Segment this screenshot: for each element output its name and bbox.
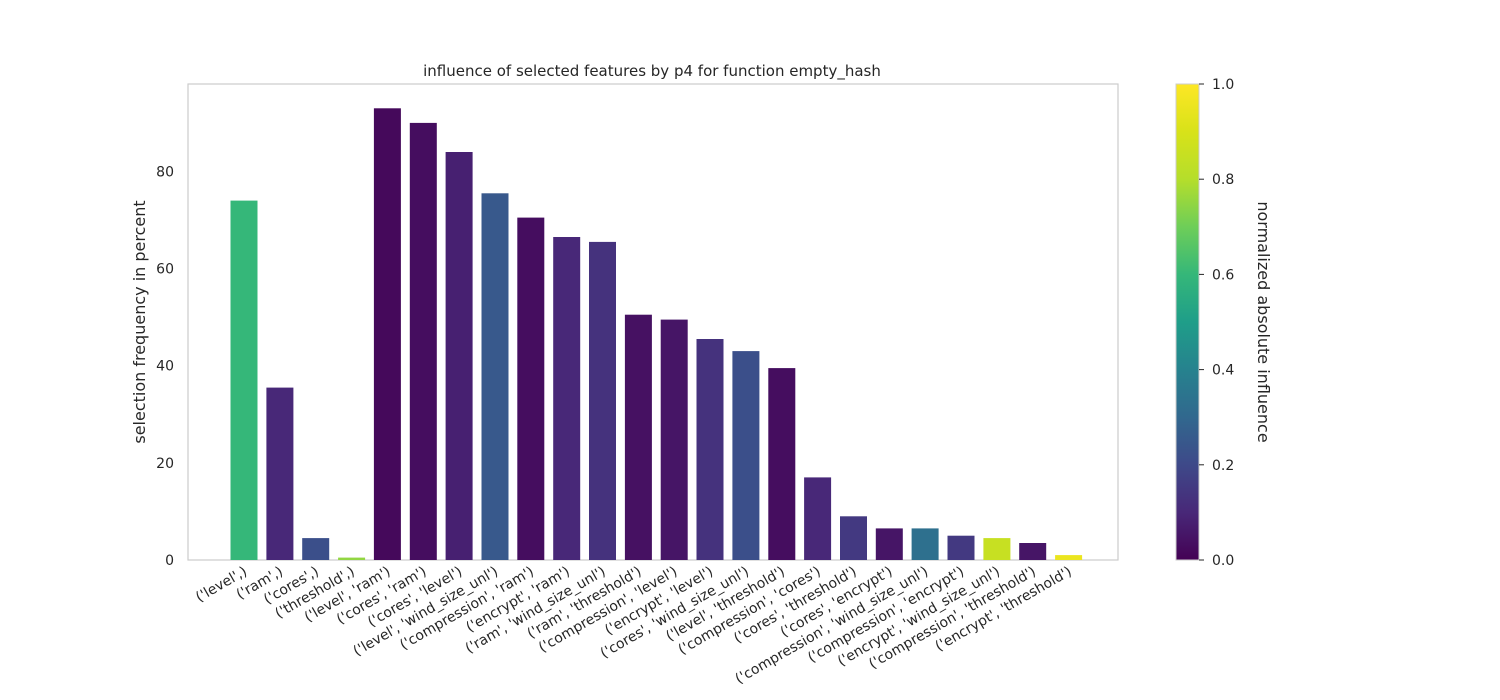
bar bbox=[804, 477, 832, 560]
colorbar-tick-label: 0.4 bbox=[1212, 363, 1234, 379]
bar bbox=[1019, 543, 1047, 560]
bar bbox=[338, 557, 366, 560]
bar bbox=[696, 339, 724, 560]
bar bbox=[660, 319, 688, 560]
bar bbox=[553, 237, 581, 560]
plot-area-frame bbox=[187, 83, 1119, 561]
colorbar-tick-label: 1.0 bbox=[1212, 77, 1234, 93]
bar bbox=[1055, 555, 1083, 560]
y-tick-label: 40 bbox=[156, 359, 174, 375]
bars-group bbox=[230, 108, 1083, 561]
bar bbox=[732, 351, 760, 560]
colorbar-tick-label: 0.6 bbox=[1212, 267, 1234, 283]
colorbar-tick-label: 0.0 bbox=[1212, 553, 1234, 569]
bar bbox=[840, 516, 867, 560]
bar bbox=[373, 108, 401, 561]
y-ticks-group: 0 20 40 60 80 bbox=[156, 164, 174, 569]
y-tick-label: 60 bbox=[156, 262, 174, 278]
bar bbox=[517, 217, 545, 560]
bar bbox=[875, 528, 903, 560]
bar bbox=[302, 538, 330, 560]
bar bbox=[409, 122, 437, 561]
x-ticks-group: ('level',)('ram',)('cores',)('threshold'… bbox=[193, 564, 1074, 688]
colorbar-tick-label: 0.8 bbox=[1212, 172, 1234, 188]
y-tick-label: 80 bbox=[156, 164, 174, 180]
colorbar-label: normalized absolute influence bbox=[1254, 201, 1273, 442]
bar bbox=[983, 538, 1011, 560]
bar bbox=[768, 368, 796, 560]
bar bbox=[266, 387, 294, 560]
bar bbox=[589, 241, 616, 560]
chart-title: influence of selected features by p4 for… bbox=[423, 62, 881, 81]
bar bbox=[230, 200, 258, 560]
colorbar-ticks-group: 0.0 0.2 0.4 0.6 0.8 1.0 bbox=[1199, 77, 1234, 569]
y-tick-label: 20 bbox=[156, 456, 174, 472]
y-axis-label: selection frequency in percent bbox=[130, 200, 149, 443]
y-tick-label: 0 bbox=[165, 553, 174, 569]
bar bbox=[947, 535, 975, 560]
colorbar bbox=[1175, 83, 1200, 561]
bar bbox=[445, 152, 473, 560]
bar bbox=[481, 193, 509, 561]
colorbar-tick-label: 0.2 bbox=[1212, 458, 1234, 474]
bar bbox=[911, 528, 939, 560]
bar bbox=[624, 314, 652, 560]
